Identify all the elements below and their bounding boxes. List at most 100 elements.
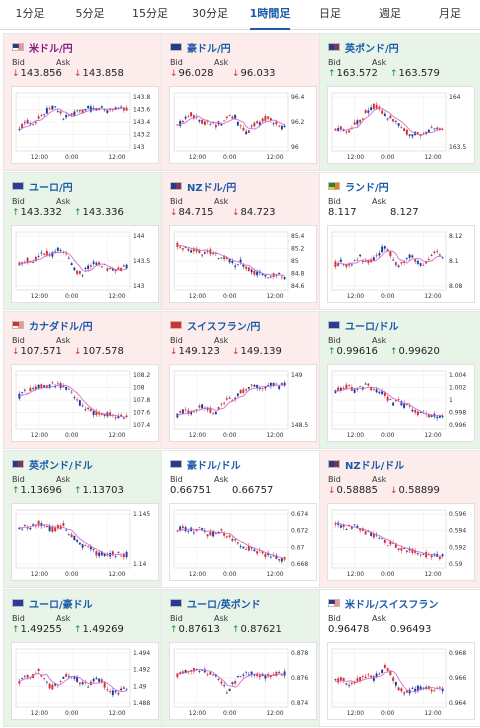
bid-label: Bid xyxy=(170,336,183,345)
tab-2[interactable]: 15分足 xyxy=(132,7,168,20)
candle-body xyxy=(348,264,351,266)
pair-title[interactable]: 米ドル/スイスフラン xyxy=(345,599,439,611)
pair-title[interactable]: NZドル/円 xyxy=(187,182,237,194)
price-chart[interactable]: 0.968 0.966 0.964 12:00 0:00 12:00 xyxy=(327,642,475,720)
currency-card[interactable]: カナダドル/円 Bid Ask ↓107.571 ↓107.578 108.2 10… xyxy=(3,311,165,449)
tab-0[interactable]: 1分足 xyxy=(15,7,45,20)
pair-title[interactable]: 英ポンド/円 xyxy=(345,43,399,55)
candle-body xyxy=(436,251,439,252)
price-chart[interactable]: 144 143.5 143 12:00 0:00 12:00 xyxy=(11,225,159,303)
price-chart[interactable]: 0.674 0.672 0.67 0.668 12:00 0:00 12:00 xyxy=(169,503,317,581)
card-header: 英ポンド/円 xyxy=(328,40,399,55)
currency-card[interactable]: ユーロ/英ポンド Bid Ask ↑0.87613 ↑0.87621 0.878 0… xyxy=(161,589,323,727)
candle-body xyxy=(198,671,201,672)
candle-body xyxy=(256,271,259,276)
card-header: 豪ドル/ドル xyxy=(170,457,241,472)
price-chart[interactable]: 108.2 108 107.8 107.6 107.4 12:00 0:00 12:00 xyxy=(11,364,159,442)
pair-title[interactable]: ユーロ/英ポンド xyxy=(187,599,261,611)
tab-7[interactable]: 月足 xyxy=(439,7,461,20)
tab-6[interactable]: 週足 xyxy=(379,7,401,20)
currency-card[interactable]: 米ドル/円 Bid Ask ↓143.856 ↓143.858 143.8 143.… xyxy=(3,33,165,171)
pair-title[interactable]: 豪ドル/円 xyxy=(187,43,231,55)
price-chart[interactable]: 1.145 1.14 12:00 0:00 12:00 xyxy=(11,503,159,581)
candle-body xyxy=(98,262,101,265)
currency-card[interactable]: 英ポンド/ドル Bid Ask ↑1.13696 ↑1.13703 1.145 1.… xyxy=(3,450,165,588)
candle-body xyxy=(70,263,73,265)
price-chart[interactable]: 1.494 1.492 1.49 1.488 12:00 0:00 12:00 xyxy=(11,642,159,720)
price-chart[interactable]: 149 148.5 12:00 0:00 12:00 xyxy=(169,364,317,442)
candle-body xyxy=(280,558,283,562)
y-tick-label: 143.8 xyxy=(133,94,150,101)
currency-card[interactable]: ユーロ/円 Bid Ask ↑143.332 ↑143.336 144 143.5 1… xyxy=(3,172,165,310)
tab-1[interactable]: 5分足 xyxy=(75,7,105,20)
plot-frame xyxy=(15,231,131,291)
price-chart[interactable]: 0.596 0.594 0.592 0.59 12:00 0:00 12:00 xyxy=(327,503,475,581)
candle-body xyxy=(239,259,242,264)
currency-card[interactable]: ユーロ/ドル Bid Ask ↑0.99616 ↑0.99620 1.004 1.0… xyxy=(319,311,480,449)
currency-card[interactable]: 英ポンド/円 Bid Ask ↑163.572 ↑163.579 164 163.5… xyxy=(319,33,480,171)
candle-body xyxy=(56,247,59,251)
pair-title[interactable]: 豪ドル/ドル xyxy=(187,460,241,472)
candle-body xyxy=(283,557,286,560)
candle-body xyxy=(62,118,65,120)
currency-card[interactable]: スイスフラン/円 Bid Ask ↓149.123 ↓149.139 149 148… xyxy=(161,311,323,449)
down-arrow-icon: ↓ xyxy=(12,69,20,79)
price-chart[interactable]: 0.878 0.876 0.874 12:00 0:00 12:00 xyxy=(169,642,317,720)
candle-body xyxy=(250,671,253,675)
candle-body xyxy=(433,553,436,555)
pair-title[interactable]: NZドル/ドル xyxy=(345,460,405,472)
currency-card[interactable]: ランド/円 Bid Ask 8.117 8.127 8.12 8.1 8.08 12:0… xyxy=(319,172,480,310)
price-chart[interactable]: 96.4 96.2 96 12:00 0:00 12:00 xyxy=(169,86,317,164)
candle-body xyxy=(264,553,267,557)
candle-body xyxy=(334,128,337,131)
pair-title[interactable]: カナダドル/円 xyxy=(29,321,93,333)
currency-card[interactable]: 米ドル/スイスフラン Bid Ask 0.96478 0.96493 0.968 0… xyxy=(319,589,480,727)
price-chart[interactable]: 143.8 143.6 143.4 143.2 143 12:00 0:00 12:00 xyxy=(11,86,159,164)
pair-title[interactable]: ユーロ/円 xyxy=(29,182,73,194)
tab-3[interactable]: 30分足 xyxy=(192,7,228,20)
candle-body xyxy=(117,267,120,270)
pair-title[interactable]: ユーロ/豪ドル xyxy=(29,599,93,611)
quote-labels: Bid Ask xyxy=(12,58,100,67)
price-chart[interactable]: 164 163.5 12:00 0:00 12:00 xyxy=(327,86,475,164)
candle-body xyxy=(179,246,182,248)
currency-card[interactable]: NZドル/ドル Bid Ask ↓0.58885 ↓0.58899 0.596 0.… xyxy=(319,450,480,588)
candle-body xyxy=(258,388,261,389)
candle-body xyxy=(59,250,62,252)
price-chart[interactable]: 85.4 85.2 85 84.8 84.6 12:00 0:00 12:00 xyxy=(169,225,317,303)
candle-body xyxy=(181,248,184,250)
candle-body xyxy=(40,384,43,389)
candle-body xyxy=(206,534,209,537)
pair-title[interactable]: ランド/円 xyxy=(345,182,389,194)
candle-body xyxy=(114,417,117,419)
tab-5[interactable]: 日足 xyxy=(319,7,341,20)
candle-body xyxy=(84,545,87,547)
up-arrow-icon: ↑ xyxy=(12,625,20,635)
candle-body xyxy=(111,551,114,556)
ask-price: ↑163.579 xyxy=(390,68,440,79)
price-chart[interactable]: 8.12 8.1 8.08 12:00 0:00 12:00 xyxy=(327,225,475,303)
candle-body xyxy=(419,263,422,266)
bid-value: 1.13696 xyxy=(20,485,62,496)
candle-body xyxy=(111,109,114,111)
candle-body xyxy=(239,545,242,547)
plot-frame xyxy=(173,231,289,291)
y-tick-label: 143.5 xyxy=(133,258,150,265)
moving-average-line xyxy=(19,107,127,131)
pair-title[interactable]: 英ポンド/ドル xyxy=(29,460,93,472)
pair-title[interactable]: スイスフラン/円 xyxy=(187,321,261,333)
candle-body xyxy=(176,242,179,247)
candle-body xyxy=(353,122,356,125)
currency-card[interactable]: ユーロ/豪ドル Bid Ask ↑1.49255 ↑1.49269 1.494 1.… xyxy=(3,589,165,727)
ask-label: Ask xyxy=(56,475,71,484)
currency-card[interactable]: 豪ドル/ドル Bid Ask 0.66751 0.66757 0.674 0.672… xyxy=(161,450,323,588)
candle-body xyxy=(214,411,217,415)
tab-4[interactable]: 1時間足 xyxy=(240,0,300,30)
currency-card[interactable]: NZドル/円 Bid Ask ↓84.715 ↓84.723 85.4 85.2 85… xyxy=(161,172,323,310)
pair-title[interactable]: ユーロ/ドル xyxy=(345,321,399,333)
currency-card[interactable]: 豪ドル/円 Bid Ask ↓96.028 ↓96.033 96.4 96.2 96 1… xyxy=(161,33,323,171)
candle-body xyxy=(117,692,120,695)
plot-frame xyxy=(173,509,289,569)
price-chart[interactable]: 1.004 1.002 1 0.998 0.996 12:00 0:00 12:00 xyxy=(327,364,475,442)
pair-title[interactable]: 米ドル/円 xyxy=(29,43,73,55)
